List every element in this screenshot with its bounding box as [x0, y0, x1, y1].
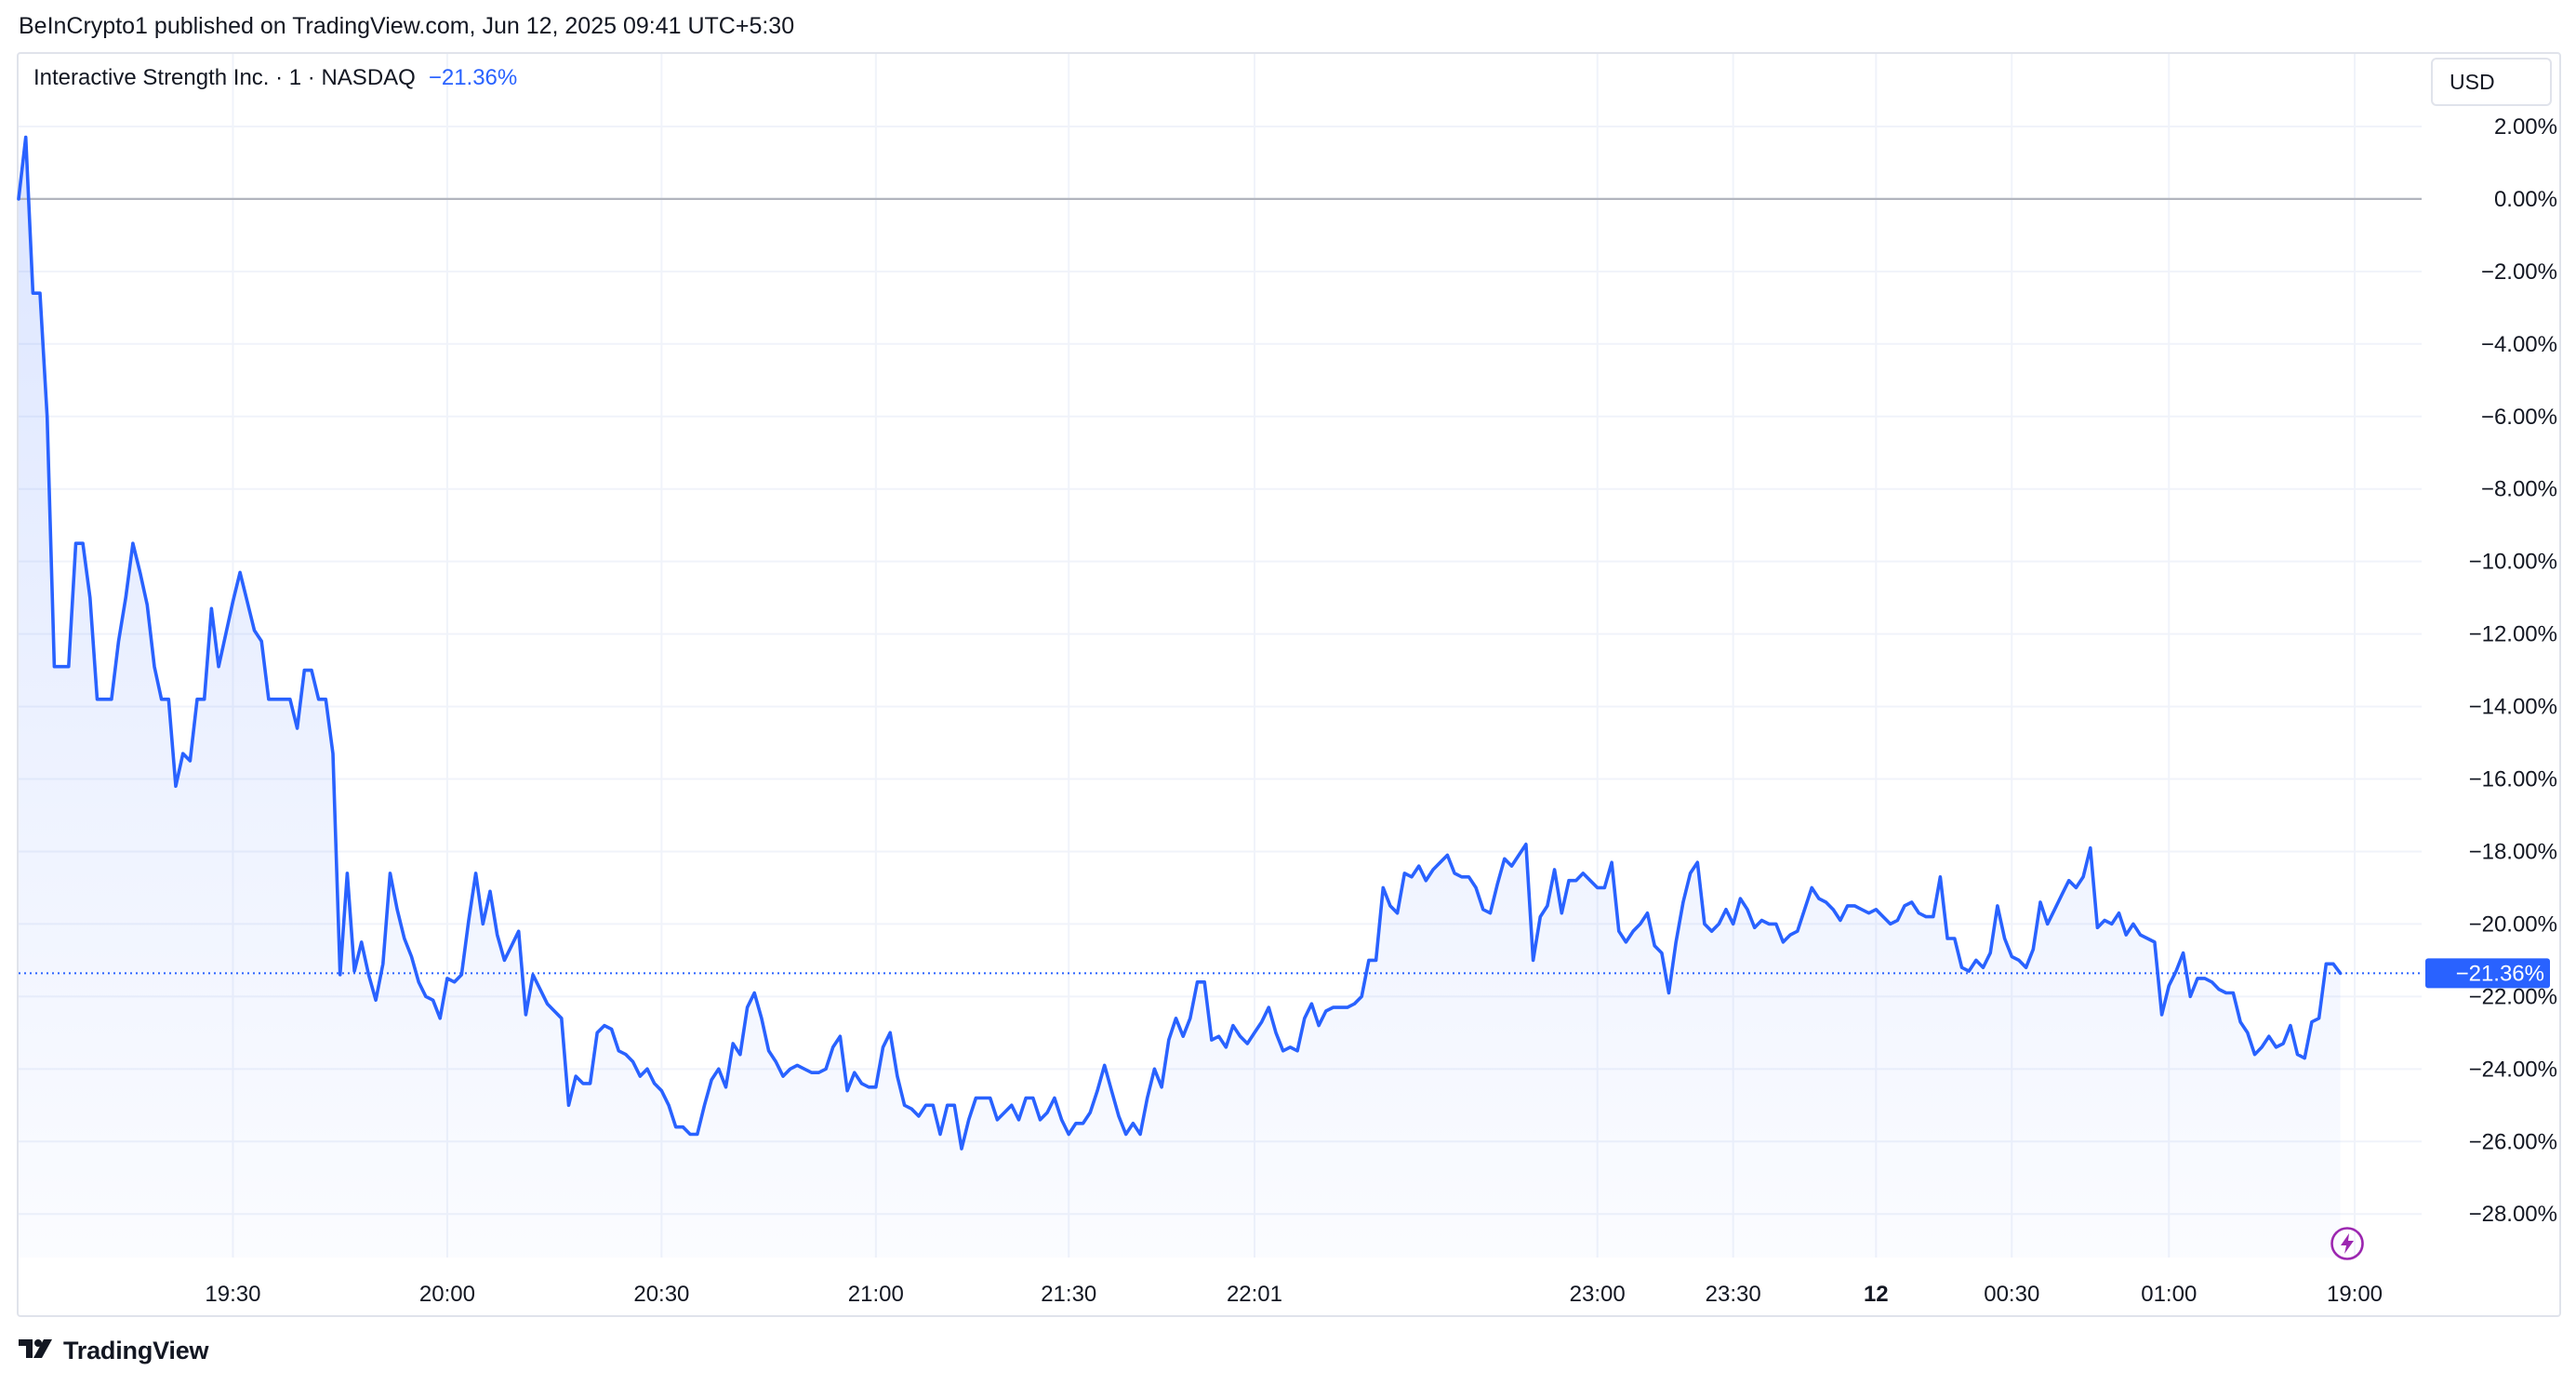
- brand-name: TradingView: [63, 1337, 209, 1364]
- y-tick-label: −4.00%: [2481, 332, 2557, 357]
- last-price-label-text: −21.36%: [2456, 961, 2544, 986]
- x-tick-label: 21:30: [1041, 1282, 1096, 1307]
- last-price-label: −21.36%: [2425, 958, 2550, 989]
- currency-button[interactable]: USD: [2431, 58, 2552, 106]
- x-tick-label: 12: [1864, 1282, 1889, 1307]
- publisher-line: BeInCrypto1 published on TradingView.com…: [19, 13, 795, 39]
- symbol-legend[interactable]: Interactive Strength Inc. · 1 · NASDAQ −…: [33, 65, 517, 91]
- y-tick-label: −12.00%: [2469, 622, 2557, 647]
- x-tick-label: 20:00: [419, 1282, 475, 1307]
- y-tick-label: −2.00%: [2481, 260, 2557, 285]
- area-fill-path: [19, 137, 2341, 1258]
- x-tick-label: 23:30: [1706, 1282, 1761, 1307]
- last-price-label-bg: [2425, 958, 2550, 989]
- change-value: −21.36%: [428, 65, 518, 90]
- x-tick-label: 23:00: [1570, 1282, 1626, 1307]
- chart-frame: [17, 52, 2561, 1317]
- y-tick-label: −6.00%: [2481, 405, 2557, 430]
- y-tick-label: −24.00%: [2469, 1057, 2557, 1082]
- y-axis-labels: 2.00% 0.00% −2.00% −4.00% −6.00% −8.00% −10.00…: [2469, 114, 2557, 1227]
- x-tick-label: 20:30: [633, 1282, 689, 1307]
- y-tick-label: −26.00%: [2469, 1129, 2557, 1154]
- lightning-icon[interactable]: [2330, 1226, 2365, 1261]
- area-fill: [19, 137, 2341, 1258]
- symbol-title: Interactive Strength Inc. · 1 · NASDAQ: [33, 65, 416, 90]
- x-tick-label: 22:01: [1227, 1282, 1282, 1307]
- x-tick-label: 19:30: [205, 1282, 260, 1307]
- y-tick-label: −8.00%: [2481, 477, 2557, 502]
- y-tick-label: −18.00%: [2469, 839, 2557, 864]
- y-tick-label: −20.00%: [2469, 912, 2557, 937]
- series-line: [17, 135, 2343, 1151]
- x-tick-label: 21:00: [848, 1282, 904, 1307]
- y-tick-label: −14.00%: [2469, 695, 2557, 720]
- y-tick-label: −16.00%: [2469, 767, 2557, 792]
- x-tick-label: 00:30: [1984, 1282, 2039, 1307]
- tradingview-logo-icon: [19, 1337, 56, 1364]
- y-tick-label: −22.00%: [2469, 984, 2557, 1009]
- x-axis-labels: 19:30 20:00 20:30 21:00 21:30 22:01 23:00 23:30…: [205, 1282, 2383, 1307]
- x-tick-label: 19:00: [2327, 1282, 2383, 1307]
- y-tick-label: −10.00%: [2469, 550, 2557, 575]
- x-tick-label: 01:00: [2141, 1282, 2197, 1307]
- price-line: [17, 135, 2343, 1151]
- y-tick-label: −28.00%: [2469, 1202, 2557, 1227]
- y-tick-label: 0.00%: [2494, 187, 2557, 212]
- footer-brand[interactable]: TradingView: [19, 1337, 209, 1365]
- y-tick-label: 2.00%: [2494, 114, 2557, 140]
